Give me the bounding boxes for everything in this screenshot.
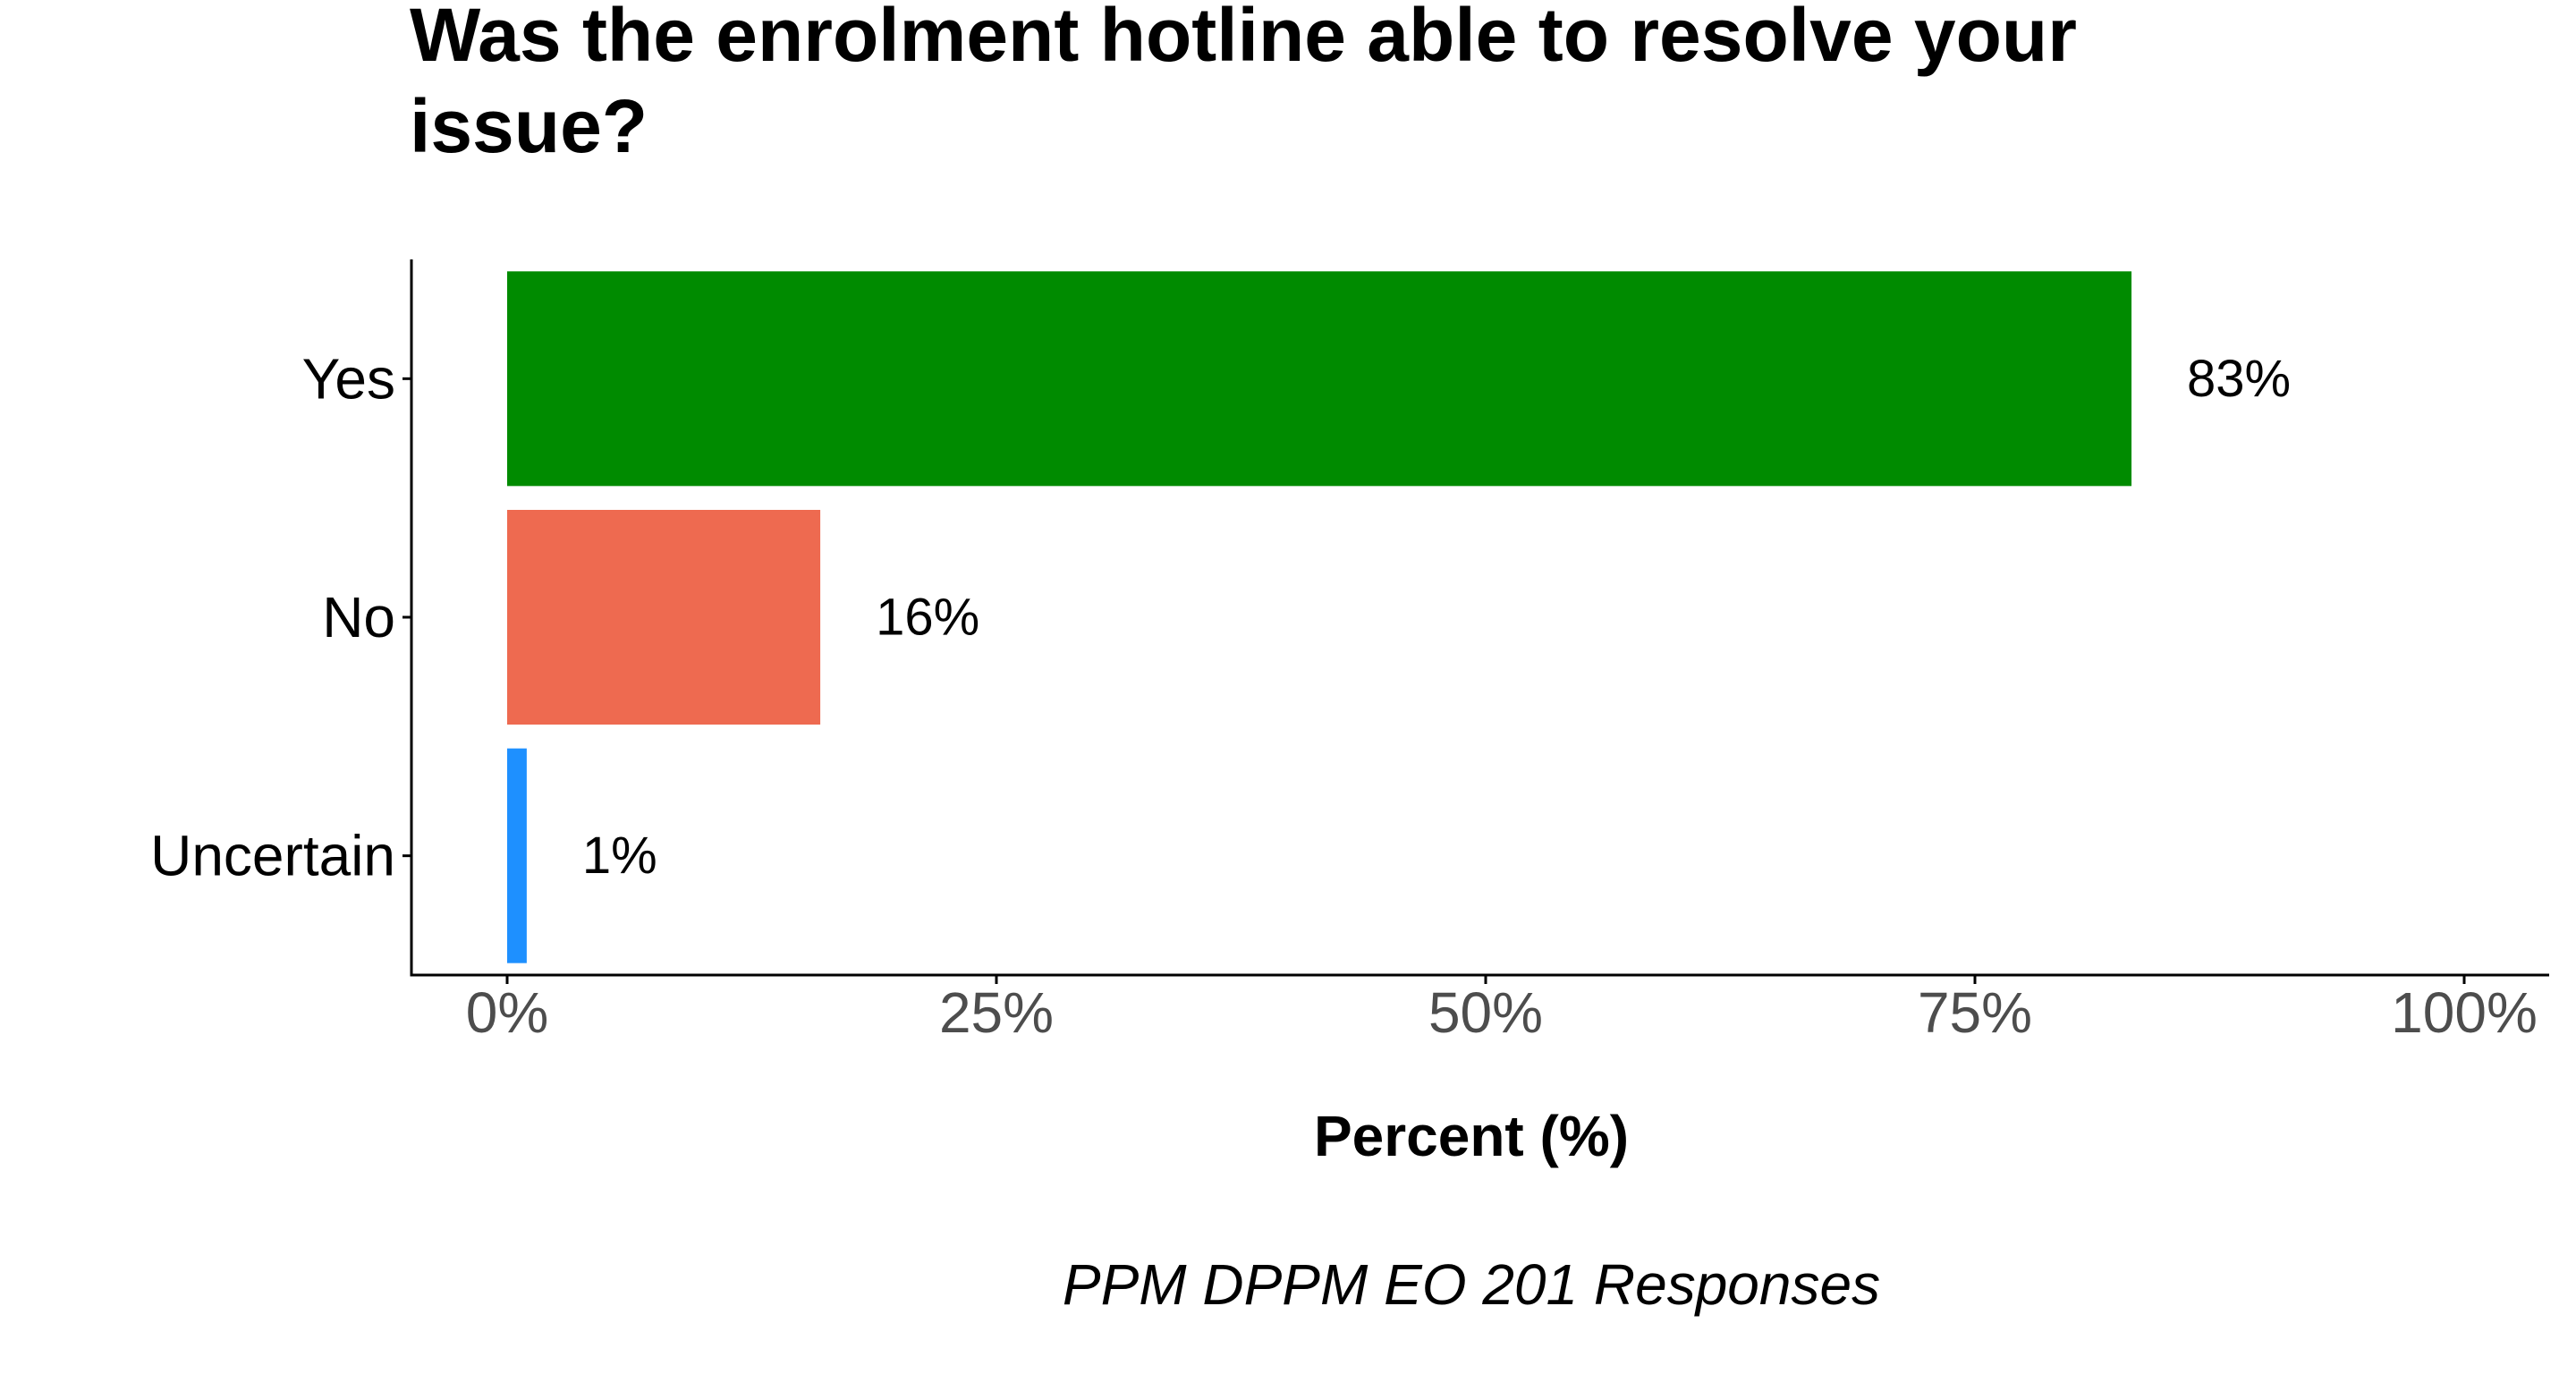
x-tick-label-25: 25% xyxy=(939,980,1054,1045)
bar-no xyxy=(507,510,821,725)
bar-uncertain xyxy=(507,748,527,963)
chart-title-line-2: issue? xyxy=(410,84,648,168)
plot-area: 83% Yes 16% No 1% Uncertain 0% 25% 50% 75% 100% xyxy=(150,259,2549,1045)
chart-title: Was the enrolment hotline able to resolv… xyxy=(410,0,2077,168)
x-tick-label-0: 0% xyxy=(466,980,549,1045)
x-tick-label-100: 100% xyxy=(2391,980,2538,1045)
data-label-yes: 83% xyxy=(2187,350,2291,408)
data-label-uncertain: 1% xyxy=(582,827,657,885)
bar-yes xyxy=(507,271,2132,487)
x-axis-title: Percent (%) xyxy=(1314,1104,1629,1168)
data-label-no: 16% xyxy=(876,589,979,647)
category-label-no: No xyxy=(322,585,395,649)
chart-caption: PPM DPPM EO 201 Responses xyxy=(1063,1252,1880,1317)
chart-title-line-1: Was the enrolment hotline able to resolv… xyxy=(410,0,2077,77)
category-label-uncertain: Uncertain xyxy=(150,824,395,888)
category-label-yes: Yes xyxy=(302,346,395,411)
x-tick-label-50: 50% xyxy=(1428,980,1543,1045)
x-tick-label-75: 75% xyxy=(1918,980,2032,1045)
